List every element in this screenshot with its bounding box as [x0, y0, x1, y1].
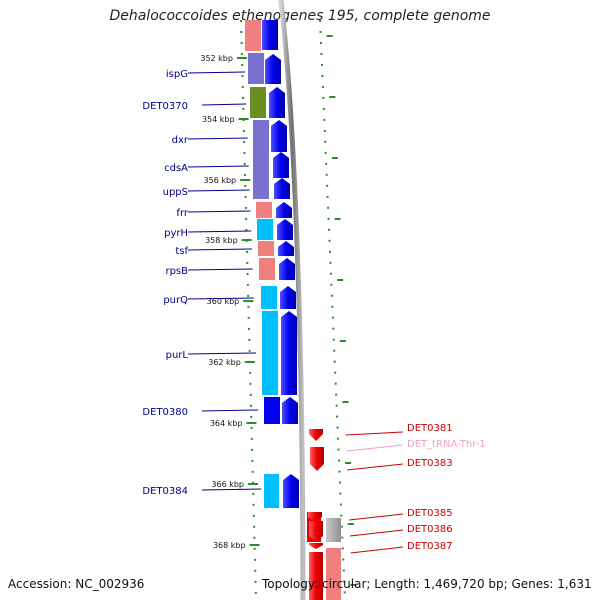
cog-band — [245, 20, 341, 600]
gene-label-det0384[interactable]: DET0384 — [142, 486, 188, 497]
kbp-tick-label: 360 kbp — [207, 297, 240, 306]
gene-leader-line — [187, 71, 246, 74]
gene-leader-line — [187, 248, 252, 251]
gene-label-rpsb[interactable]: rpsB — [165, 266, 188, 277]
gene-leader-line — [349, 513, 404, 521]
gene-leader-line — [187, 268, 253, 271]
gene-leader-line — [201, 103, 247, 106]
gene-label-pyrh[interactable]: pyrH — [164, 228, 188, 239]
gene-label-dxr[interactable]: dxr — [172, 135, 189, 146]
gene-leader-line — [187, 189, 250, 192]
gene-leader-line — [349, 529, 404, 537]
gene-leader-line — [187, 137, 248, 140]
gene-leader-line — [345, 431, 404, 436]
gene-label-det0380[interactable]: DET0380 — [142, 407, 188, 418]
kbp-tick-label: 362 kbp — [208, 358, 241, 367]
gene-leader-line — [187, 210, 251, 213]
gene-label-purl[interactable]: purL — [166, 350, 189, 361]
gene-label-cdsa[interactable]: cdsA — [164, 163, 188, 174]
gene-label-tsf[interactable]: tsf — [175, 246, 188, 257]
gene-label-det0386[interactable]: DET0386 — [407, 524, 453, 535]
gene-label-ispg[interactable]: ispG — [166, 69, 188, 80]
gene-leader-line — [187, 230, 252, 233]
gene-label-det0383[interactable]: DET0383 — [407, 458, 453, 469]
gene-label-purq[interactable]: purQ — [163, 295, 188, 306]
gene-leader-line — [346, 463, 404, 471]
gene-leader-line — [346, 444, 404, 452]
gene-leader-line — [201, 488, 262, 491]
gene-label-det0387[interactable]: DET0387 — [407, 541, 453, 552]
gene-label-det0381[interactable]: DET0381 — [407, 423, 453, 434]
gene-label-det_trna-thr-1[interactable]: DET_tRNA-Thr-1 — [407, 439, 486, 450]
accession-text: Accession: NC_002936 — [8, 577, 145, 591]
kbp-ticks: 352 kbp 354 kbp 356 kbp 358 kbp 360 kbp 362 k… — [200, 35, 357, 586]
gene-label-det0385[interactable]: DET0385 — [407, 508, 453, 519]
genome-backbone — [278, 0, 306, 600]
kbp-tick-label: 358 kbp — [205, 236, 238, 245]
topology-text: Topology: circular; Length: 1,469,720 bp… — [262, 577, 592, 591]
gene-leader-line — [187, 165, 249, 168]
kbp-tick-label: 356 kbp — [204, 176, 237, 185]
gene-leader-line — [350, 546, 404, 554]
gene-leader-line — [187, 297, 254, 300]
kbp-tick-label: 364 kbp — [210, 419, 243, 428]
kbp-tick-label: 368 kbp — [213, 541, 246, 550]
gene-label-upps[interactable]: uppS — [163, 187, 188, 198]
kbp-tick-label: 352 kbp — [200, 54, 233, 63]
kbp-tick-label: 366 kbp — [211, 480, 244, 489]
gene-leader-line — [201, 409, 259, 412]
forward-strand-features — [262, 20, 299, 508]
gene-label-det0370[interactable]: DET0370 — [142, 101, 188, 112]
kbp-tick-label: 354 kbp — [202, 115, 235, 124]
map-title: Dehalococcoides ethenogenes 195, complet… — [109, 8, 491, 24]
right-gene-labels: DET0381 DET_tRNA-Thr-1 DET0383 DET0385 DET03… — [345, 423, 486, 554]
left-gene-labels: ispG DET0370 dxr cdsA uppS frr pyrH tsf rpsB purQ… — [142, 69, 262, 497]
gene-leader-line — [187, 352, 257, 355]
reverse-strand-features — [308, 429, 324, 600]
gene-label-frr[interactable]: frr — [176, 208, 188, 219]
